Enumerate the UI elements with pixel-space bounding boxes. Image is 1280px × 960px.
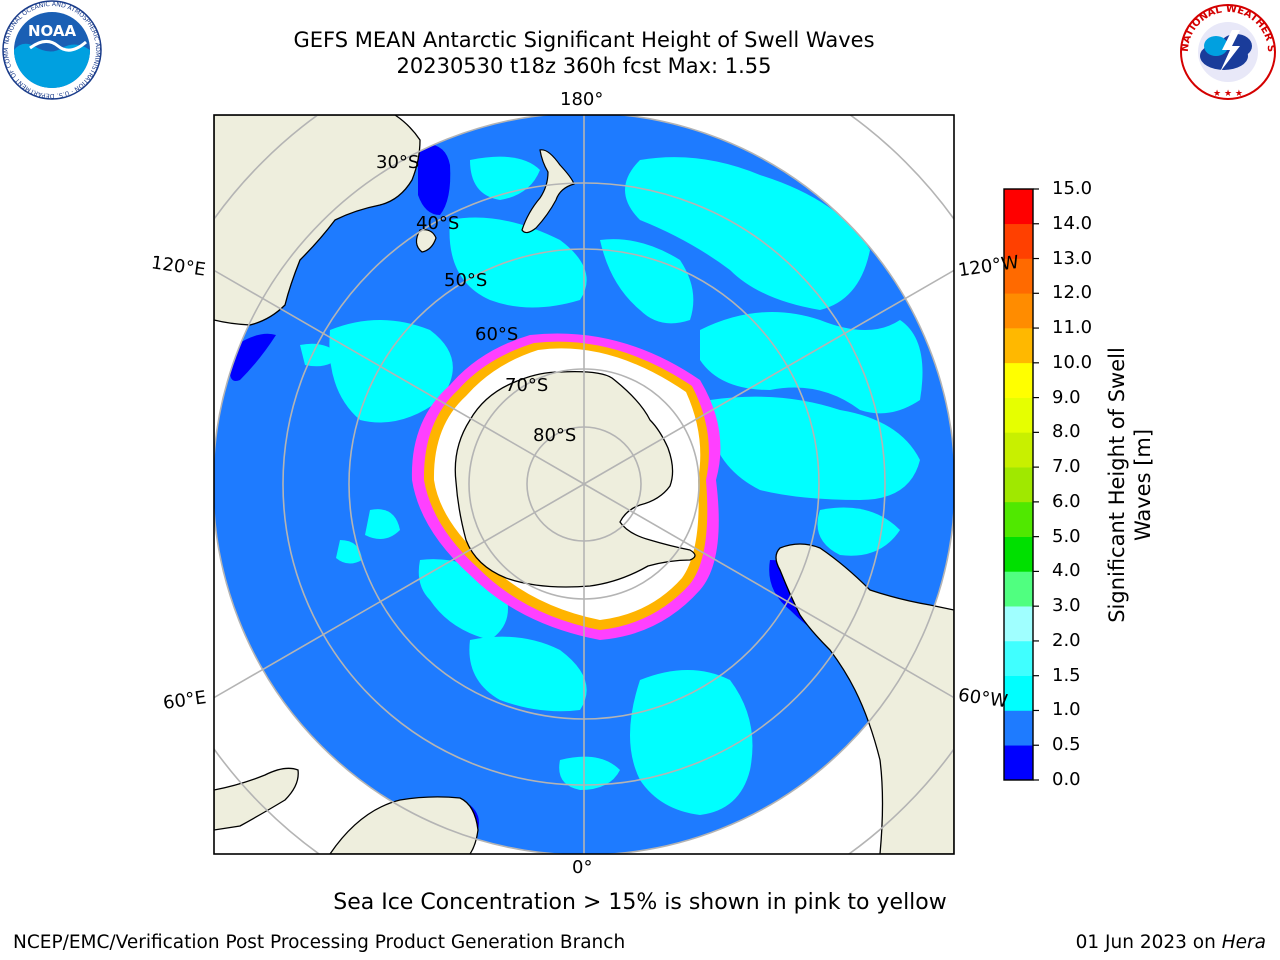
colorbar-segment	[1004, 467, 1033, 503]
lat-label-50s: 50°S	[444, 270, 488, 291]
noaa-logo: NATIONAL OCEANIC AND ATMOSPHERIC ADMINIS…	[0, 0, 102, 100]
new-zealand-land	[521, 149, 575, 234]
colorbar-segment	[1004, 293, 1033, 329]
meridian-line	[214, 269, 585, 485]
colorbar-tick-label: 4.0	[1052, 560, 1081, 582]
plot-title: GEFS MEAN Antarctic Significant Height o…	[293, 28, 875, 52]
nws-logo: NATIONAL WEATHER SERVICE ★ ★ ★	[1176, 0, 1276, 100]
colorbar-tick-label: 1.0	[1052, 699, 1081, 721]
colorbar-tick-label: 1.5	[1052, 664, 1081, 686]
colorbar-segment	[1004, 745, 1033, 781]
credit-text: NCEP/EMC/Verification Post Processing Pr…	[13, 932, 626, 953]
africa-land	[329, 796, 479, 854]
meridian-line	[583, 269, 954, 485]
lat-label-70s: 70°S	[505, 375, 549, 396]
sea-ice-note: Sea Ice Concentration > 15% is shown in …	[333, 890, 947, 915]
colorbar-tick-label: 12.0	[1052, 282, 1093, 304]
colorbar-tick-label: 8.0	[1052, 421, 1081, 443]
colorbar-title: Significant Height of Swell Waves [m]	[1105, 347, 1155, 623]
australia-land	[214, 115, 421, 326]
colorbar	[1003, 188, 1039, 781]
colorbar-tick-label: 0.5	[1052, 734, 1081, 756]
colorbar-segment	[1004, 223, 1033, 259]
colorbar-tick-label: 3.0	[1052, 595, 1081, 617]
tasmania-land	[415, 229, 437, 253]
colorbar-segment	[1004, 432, 1033, 468]
south-america-land	[775, 543, 954, 854]
colorbar-tick-label: 7.0	[1052, 456, 1081, 478]
colorbar-segment	[1004, 189, 1033, 225]
plot-subtitle: 20230530 t18z 360h fcst Max: 1.55	[396, 54, 772, 78]
colorbar-segment	[1004, 640, 1033, 677]
colorbar-tick-label: 10.0	[1052, 351, 1093, 373]
colorbar-segment	[1004, 710, 1033, 746]
colorbar-segment	[1004, 397, 1033, 433]
colorbar-tick-label: 14.0	[1052, 212, 1093, 234]
colorbar-segment	[1004, 501, 1033, 537]
colorbar-segment	[1004, 536, 1033, 572]
colorbar-segment	[1004, 362, 1033, 398]
date-text: 01 Jun 2023 on Hera	[1075, 932, 1266, 953]
colorbar-tick-label: 9.0	[1052, 386, 1081, 408]
colorbar-tick-label: 15.0	[1052, 178, 1093, 199]
colorbar-tick-label: 6.0	[1052, 490, 1081, 512]
graticule	[214, 115, 954, 854]
colorbar-segment	[1004, 675, 1033, 711]
colorbar-segment	[1004, 258, 1033, 294]
noaa-logo-text: NOAA	[28, 22, 77, 40]
svg-text:★ ★ ★: ★ ★ ★	[1213, 89, 1243, 99]
colorbar-tick-label: 2.0	[1052, 629, 1081, 651]
lat-label-60s: 60°S	[475, 324, 519, 345]
colorbar-segment	[1004, 571, 1033, 607]
lat-label-80s: 80°S	[533, 425, 577, 446]
colorbar-tick-label: 5.0	[1052, 525, 1081, 547]
colorbar-tick-label: 13.0	[1052, 247, 1093, 269]
colorbar-segment	[1004, 328, 1033, 364]
colorbar-tick-label: 11.0	[1052, 317, 1093, 339]
colorbar-frame	[1003, 188, 1034, 781]
lat-label-30s: 30°S	[376, 152, 420, 173]
lon-label-0: 0°	[572, 857, 593, 878]
meridian-line	[583, 483, 954, 699]
colorbar-tick-label: 0.0	[1052, 769, 1081, 790]
meridian-line	[214, 483, 585, 699]
lon-label-180: 180°	[560, 89, 604, 110]
map-frame	[213, 114, 955, 855]
lat-label-40s: 40°S	[416, 213, 460, 234]
machine-name: Hera	[1221, 932, 1266, 953]
colorbar-segment	[1004, 606, 1033, 642]
